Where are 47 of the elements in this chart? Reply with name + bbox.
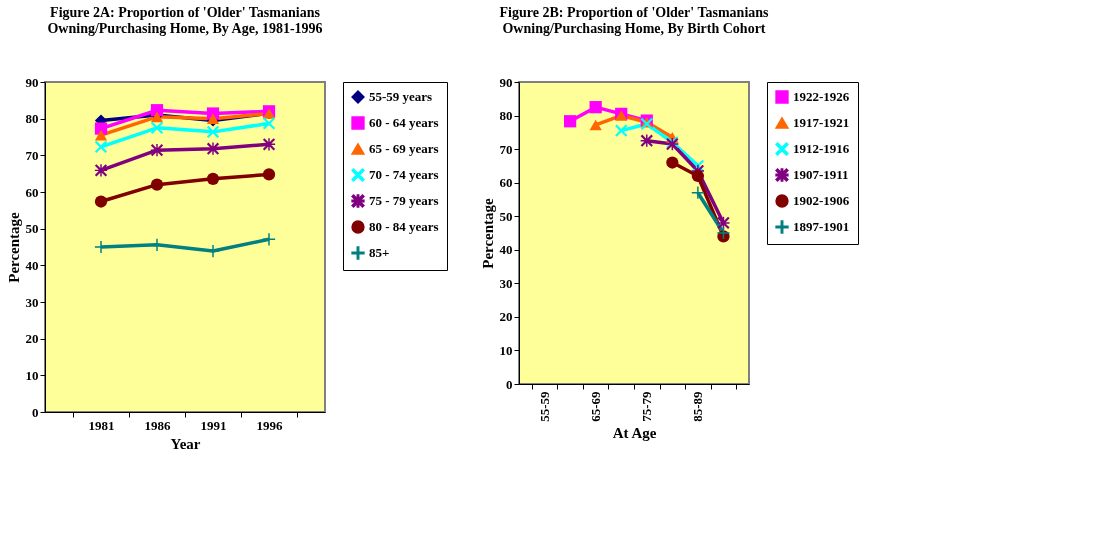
legend-label: 1897-1901	[793, 219, 850, 234]
legend-label: 1917-1921	[793, 115, 850, 130]
x-axis-title: At Age	[612, 424, 657, 441]
x-tick-label: 65-69	[588, 391, 604, 422]
y-tick-label: 30	[499, 275, 513, 291]
chart-title: Figure 2A: Proportion of 'Older' Tasmanians Owning/Purchasing Home, By Age, 1981-1996	[47, 5, 323, 36]
chart-title: Figure 2B: Proportion of 'Older' Tasmanians Owning/Purchasing Home, By Birth Cohort	[499, 5, 770, 36]
x-tick-label: 75-79	[639, 391, 655, 422]
y-tick-label: 80	[25, 111, 39, 127]
x-tick-label: 1981	[88, 417, 115, 433]
y-tick-label: 50	[25, 221, 39, 237]
legend-label: 1912-1916	[793, 141, 850, 156]
y-axis-title: Percentage	[5, 211, 22, 283]
legend-label: 80 - 84 years	[369, 219, 439, 234]
y-tick-label: 40	[499, 242, 513, 258]
y-tick-label: 50	[499, 208, 513, 224]
y-tick-label: 80	[499, 108, 513, 124]
y-tick-label: 10	[499, 342, 513, 358]
y-tick-label: 70	[499, 141, 513, 157]
y-tick-label: 90	[499, 74, 513, 90]
y-tick-label: 10	[25, 367, 39, 383]
y-tick-label: 40	[25, 257, 39, 273]
x-tick-label: 85-89	[690, 391, 706, 422]
legend-label: 70 - 74 years	[369, 167, 439, 182]
x-tick-label: 55-59	[537, 391, 553, 422]
y-tick-label: 60	[499, 175, 513, 191]
legend-label: 75 - 79 years	[369, 193, 439, 208]
y-tick-label: 70	[25, 147, 39, 163]
y-tick-label: 30	[25, 294, 39, 310]
y-tick-label: 20	[25, 331, 39, 347]
legend-label: 85+	[369, 245, 390, 260]
x-tick-label: 1996	[256, 417, 283, 433]
legend-label: 55-59 years	[369, 89, 433, 104]
legend-label: 1907-1911	[793, 167, 849, 182]
y-axis-title: Percentage	[479, 197, 496, 269]
x-tick-label: 1991	[200, 417, 227, 433]
legend-label: 1902-1906	[793, 193, 850, 208]
y-tick-label: 20	[499, 309, 513, 325]
legend-label: 60 - 64 years	[369, 115, 439, 130]
y-tick-label: 0	[506, 376, 513, 392]
x-tick-label: 1986	[144, 417, 171, 433]
x-axis-title: Year	[170, 435, 201, 452]
y-tick-label: 90	[25, 74, 39, 90]
y-tick-label: 60	[25, 184, 39, 200]
y-tick-label: 0	[32, 404, 39, 420]
legend-label: 65 - 69 years	[369, 141, 439, 156]
legend-label: 1922-1926	[793, 89, 850, 104]
